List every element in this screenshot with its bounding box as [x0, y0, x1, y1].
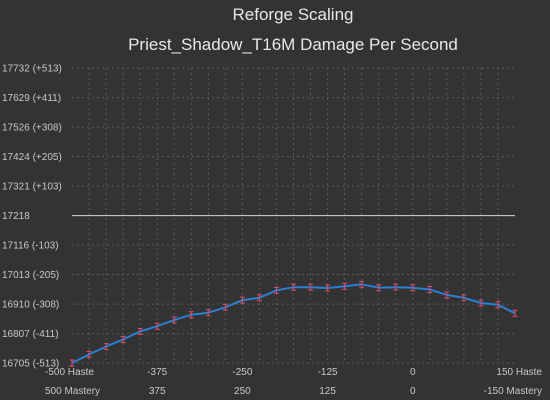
data-point-error-bar — [205, 309, 211, 317]
y-tick-label: 16705 (-513) — [2, 359, 59, 370]
data-point-error-bar — [154, 322, 160, 330]
data-point-error-bar — [188, 311, 194, 319]
y-tick-label: 17424 (+205) — [2, 152, 62, 163]
data-point-error-bar — [171, 316, 177, 324]
x-tick-label-mastery: 250 — [234, 386, 251, 397]
data-point-error-bar — [325, 284, 331, 292]
x-tick-label-mastery: 500 Mastery — [45, 386, 100, 397]
x-tick-label-haste: 0 — [410, 367, 416, 378]
data-point-error-bar — [137, 327, 143, 335]
data-point-error-bar — [342, 282, 348, 290]
data-point-error-bar — [273, 286, 279, 294]
data-point-error-bar — [239, 296, 245, 304]
data-point-error-bar — [120, 335, 126, 343]
data-point-error-bar — [376, 284, 382, 292]
data-point-error-bar — [444, 291, 450, 299]
y-tick-label: 16807 (-411) — [2, 329, 59, 340]
data-point-error-bar — [478, 299, 484, 307]
y-tick-label: 17629 (+411) — [2, 93, 61, 104]
x-tick-label-haste: -125 — [318, 367, 338, 378]
chart-title: Reforge Scaling — [233, 5, 354, 24]
data-point-error-bar — [495, 301, 501, 309]
data-point-error-bar — [359, 280, 365, 288]
x-tick-label-mastery: 125 — [319, 386, 336, 397]
y-tick-label: 17732 (+513) — [2, 64, 62, 75]
x-tick-label-mastery: -150 Mastery — [484, 386, 542, 397]
y-tick-label: 17526 (+308) — [2, 123, 62, 134]
data-point-error-bar — [393, 283, 399, 291]
x-tick-label-mastery: 0 — [410, 386, 416, 397]
data-point-error-bar — [103, 343, 109, 351]
y-tick-label: 17013 (-205) — [2, 270, 59, 281]
x-tick-label-haste: 150 Haste — [496, 367, 542, 378]
data-point-error-bar — [427, 285, 433, 293]
x-tick-label-mastery: 375 — [149, 386, 166, 397]
data-point-error-bar — [512, 309, 518, 317]
y-tick-label: 17321 (+103) — [2, 182, 62, 193]
data-point-error-bar — [308, 283, 314, 291]
chart-subtitle: Priest_Shadow_T16M Damage Per Second — [128, 35, 458, 54]
y-tick-label: 16910 (-308) — [2, 300, 59, 311]
data-point-error-bar — [69, 359, 75, 367]
x-axis-ticks: -500 Haste 500 Mastery -375 375 -250 250 -125 1… — [45, 367, 542, 397]
data-point-error-bar — [222, 303, 228, 311]
x-tick-label-haste: -250 — [232, 367, 252, 378]
x-tick-label-haste: -375 — [147, 367, 167, 378]
y-tick-label: 17116 (-103) — [2, 240, 59, 251]
y-tick-label: 17218 — [2, 211, 30, 222]
data-point-error-bar — [410, 284, 416, 292]
data-point-error-bar — [461, 294, 467, 302]
x-tick-label-haste: -500 Haste — [45, 367, 94, 378]
data-point-error-bar — [256, 294, 262, 302]
series-layer — [69, 280, 518, 367]
data-point-error-bar — [291, 283, 296, 291]
data-point-error-bar — [86, 350, 92, 358]
y-axis-ticks: 17732 (+513) 17629 (+411) 17526 (+308) 1742… — [2, 64, 62, 370]
